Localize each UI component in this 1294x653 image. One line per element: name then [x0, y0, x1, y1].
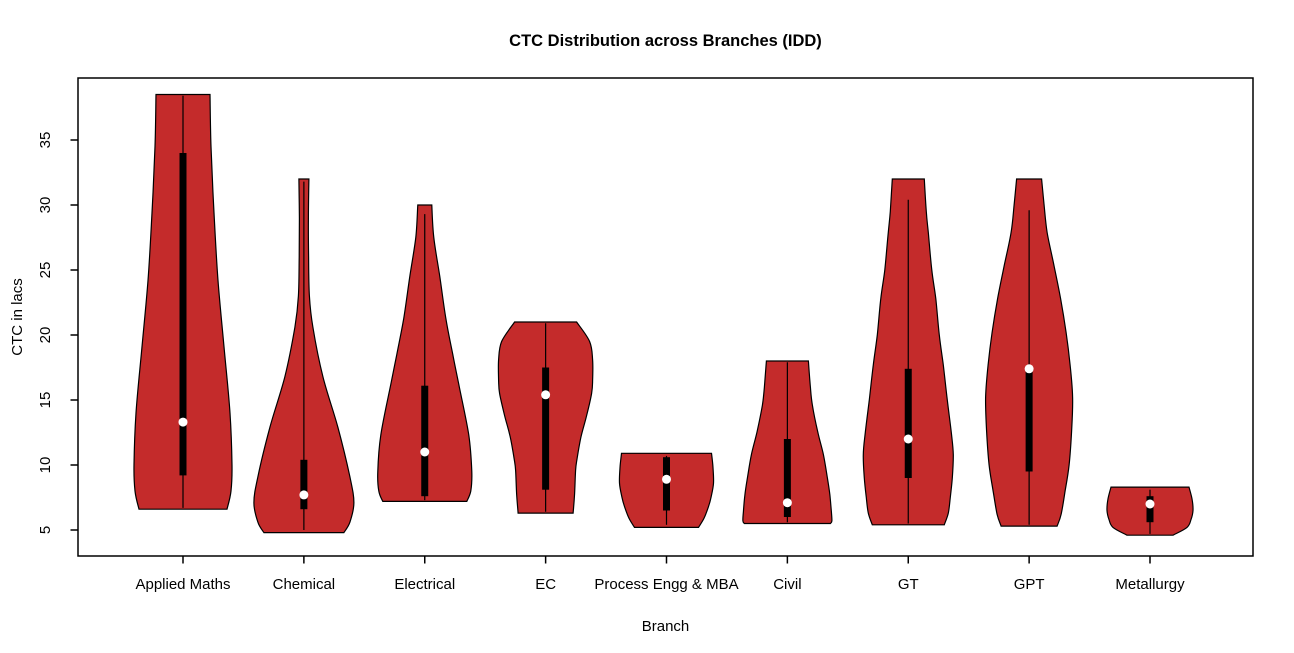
x-axis-label: Branch — [642, 618, 690, 635]
iqr-box — [300, 459, 308, 510]
iqr-box — [179, 153, 187, 476]
x-tick-label-metallurgy: Metallurgy — [1115, 576, 1185, 593]
x-tick-label-applied-maths: Applied Maths — [135, 576, 230, 593]
y-tick-label: 20 — [37, 327, 54, 344]
y-tick-label: 15 — [37, 392, 54, 409]
iqr-box — [542, 367, 550, 490]
y-axis-label: CTC in lacs — [9, 278, 26, 356]
y-tick-label: 5 — [37, 526, 54, 534]
violin-gpt — [984, 178, 1074, 527]
violin-ec — [497, 321, 594, 514]
y-tick-label: 25 — [37, 262, 54, 279]
median-dot — [1024, 364, 1034, 374]
y-tick-label: 30 — [37, 197, 54, 214]
violin-civil — [742, 360, 833, 525]
x-tick-label-civil: Civil — [773, 576, 801, 593]
iqr-box — [1146, 496, 1154, 523]
median-dot — [903, 434, 913, 444]
iqr-box — [904, 368, 912, 478]
violin-gt — [862, 178, 954, 526]
median-dot — [541, 390, 551, 400]
y-tick-label: 35 — [37, 132, 54, 149]
violin-chemical — [253, 178, 355, 534]
median-dot — [299, 490, 309, 500]
median-dot — [420, 447, 430, 457]
x-tick-label-gt: GT — [898, 576, 919, 593]
iqr-box — [1025, 368, 1033, 472]
iqr-box — [421, 385, 429, 497]
violin-electrical — [377, 204, 473, 502]
plot-area: 5 10 15 20 25 30 35 Applied Maths Chemical Electr… — [37, 77, 1254, 593]
x-tick-label-gpt: GPT — [1014, 576, 1045, 593]
median-dot — [662, 474, 671, 484]
chart-title: CTC Distribution across Branches (IDD) — [509, 32, 822, 50]
median-dot — [1145, 499, 1155, 509]
iqr-box — [783, 439, 791, 517]
x-tick-label-ec: EC — [535, 576, 556, 593]
plot-border — [77, 77, 1254, 557]
violin-applied-maths — [133, 93, 233, 510]
median-dot — [782, 498, 792, 508]
violin-metallurgy — [1106, 486, 1194, 536]
x-tick-label-chemical: Chemical — [273, 576, 336, 593]
violin-process-engg-mba — [618, 452, 715, 528]
y-tick-label: 10 — [37, 457, 54, 474]
iqr-box — [663, 457, 670, 511]
x-tick-label-electrical: Electrical — [394, 576, 455, 593]
median-dot — [178, 417, 188, 427]
x-tick-label-process-engg-mba: Process Engg & MBA — [594, 576, 738, 593]
